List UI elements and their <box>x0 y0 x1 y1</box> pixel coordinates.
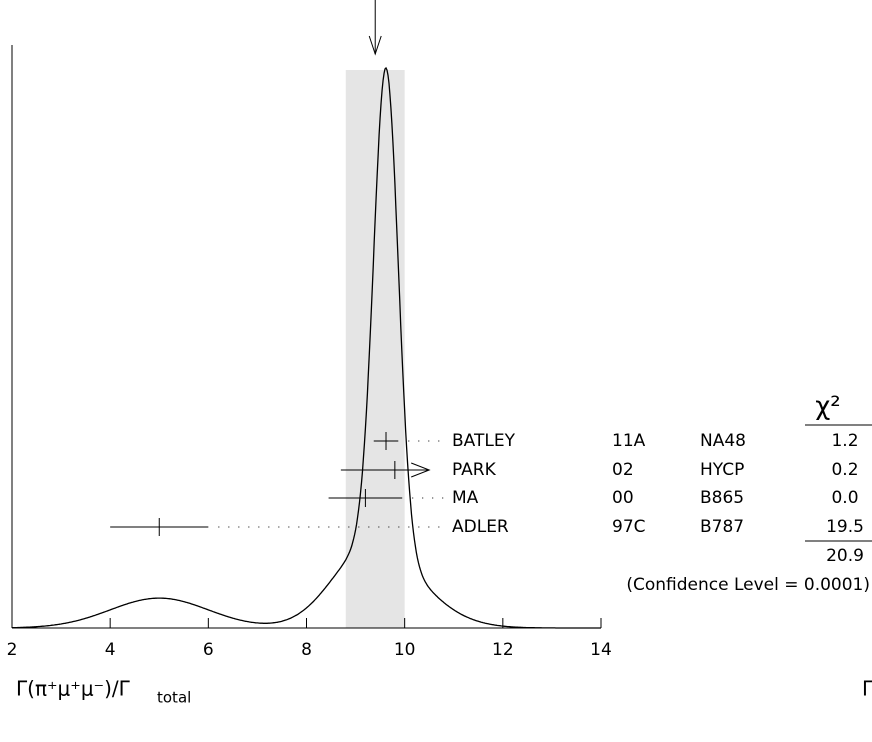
measurement-chi2: 0.2 <box>831 460 858 480</box>
average-arrow-head <box>368 35 382 56</box>
measurement-name: PARK <box>452 460 497 480</box>
measurement-year: 97C <box>612 517 646 537</box>
measurement-year: 00 <box>612 488 634 508</box>
average-band <box>345 70 405 628</box>
measurement-experiment: B865 <box>700 488 744 508</box>
measurement-name: BATLEY <box>452 431 516 451</box>
x-tick-label: 4 <box>105 640 116 660</box>
measurement-experiment: NA48 <box>700 431 746 451</box>
measurement-chi2: 19.5 <box>826 517 864 537</box>
ideogram-curve <box>11 66 601 629</box>
x-tick-label: 8 <box>301 640 312 660</box>
measurement-name: MA <box>452 488 479 508</box>
x-axis-label: Γ(π⁺μ⁺μ⁻)/Γ <box>16 677 131 701</box>
measurement-name: ADLER <box>452 517 509 537</box>
x-tick-label: 6 <box>203 640 214 660</box>
x-tick-label: 2 <box>7 640 18 660</box>
x-tick-label: 12 <box>492 640 514 660</box>
confidence-level: (Confidence Level = 0.0001) <box>626 575 870 595</box>
measurement-year: 02 <box>612 460 634 480</box>
x-tick-label: 10 <box>394 640 416 660</box>
chi2-header: χ² <box>815 392 840 422</box>
measurement-experiment: HYCP <box>700 460 744 480</box>
measurement-year: 11A <box>612 431 646 451</box>
measurement-chi2: 1.2 <box>831 431 858 451</box>
error-arrow <box>411 462 431 478</box>
cut-label: Γ <box>862 677 872 701</box>
measurement-chi2: 0.0 <box>831 488 858 508</box>
chi2-total: 20.9 <box>826 546 864 566</box>
x-axis-label-sub: total <box>157 689 191 707</box>
measurement-experiment: B787 <box>700 517 744 537</box>
x-tick-label: 14 <box>590 640 612 660</box>
